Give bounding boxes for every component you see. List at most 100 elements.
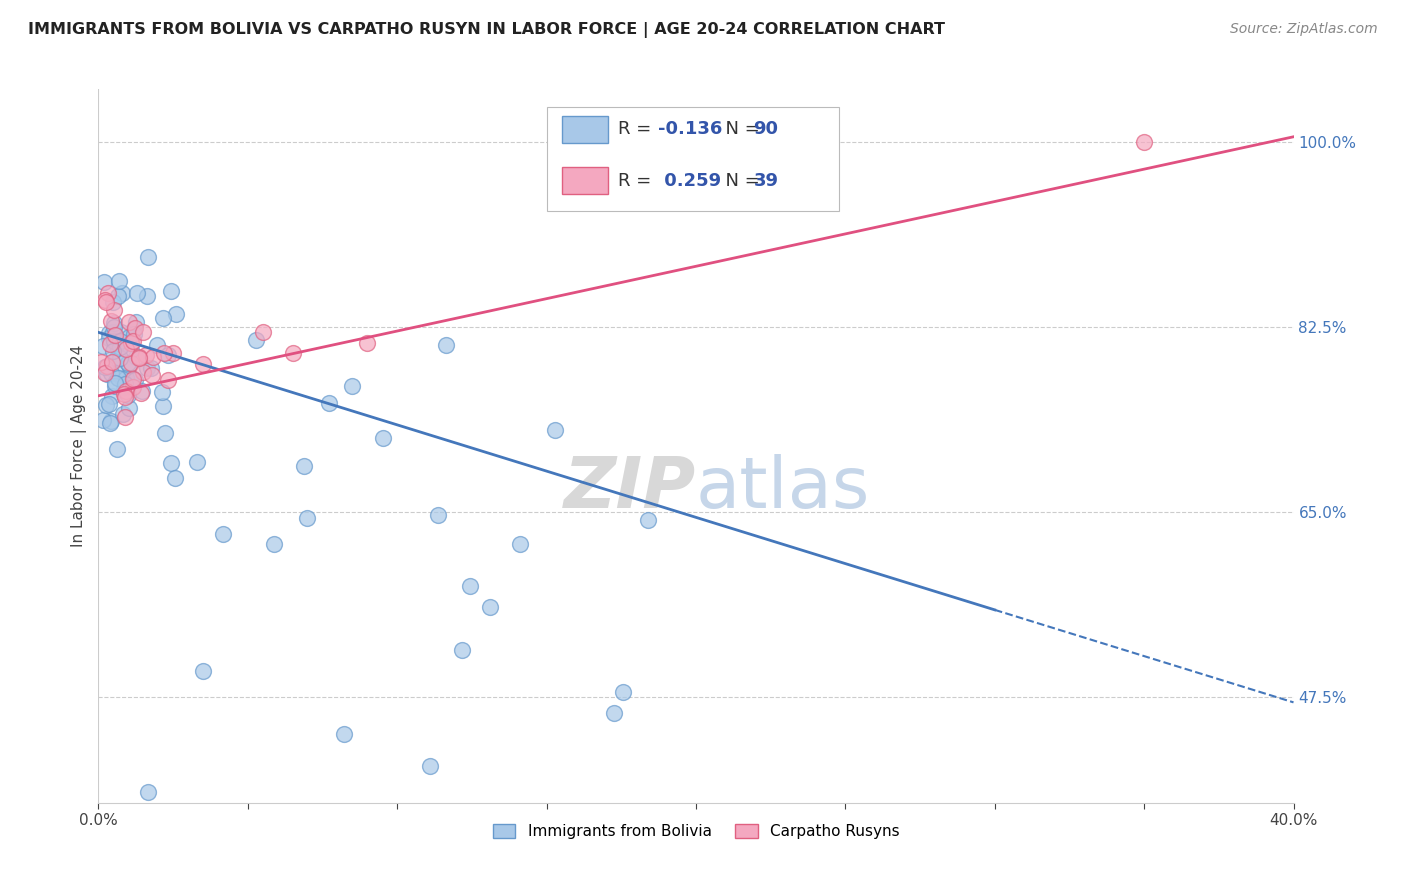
Point xyxy=(135,288,157,302)
Point xyxy=(96,367,118,381)
Point xyxy=(124,322,146,336)
Point xyxy=(94,293,117,307)
Point xyxy=(128,350,150,364)
Point xyxy=(93,276,115,290)
Legend: Immigrants from Bolivia, Carpatho Rusyns: Immigrants from Bolivia, Carpatho Rusyns xyxy=(486,818,905,845)
Point xyxy=(110,325,132,339)
Point xyxy=(612,685,634,699)
Point xyxy=(101,325,124,339)
Point xyxy=(98,336,121,351)
Point xyxy=(90,354,112,368)
Point xyxy=(101,295,124,310)
Point xyxy=(129,386,152,401)
Point xyxy=(93,413,115,427)
Point xyxy=(245,333,267,347)
Point xyxy=(263,537,285,551)
Point xyxy=(128,351,150,365)
Point xyxy=(100,367,122,381)
Point xyxy=(115,371,138,385)
Point xyxy=(104,379,127,393)
Point xyxy=(125,285,148,300)
Point xyxy=(136,250,159,264)
Point xyxy=(108,274,131,288)
Point xyxy=(118,314,141,328)
Point xyxy=(97,397,120,411)
Point xyxy=(152,400,174,414)
Point xyxy=(114,377,136,392)
Point xyxy=(132,326,155,340)
Point xyxy=(120,356,142,370)
Point xyxy=(112,379,135,393)
Text: 90: 90 xyxy=(754,120,779,138)
Point xyxy=(139,360,162,375)
Point xyxy=(114,390,136,404)
Point xyxy=(118,401,141,415)
Point xyxy=(117,356,139,370)
Point xyxy=(138,785,160,799)
Text: 39: 39 xyxy=(754,171,779,189)
Point xyxy=(146,338,169,352)
Point xyxy=(93,359,115,374)
Point xyxy=(136,360,159,375)
Point xyxy=(111,370,134,384)
Point xyxy=(637,513,659,527)
Point xyxy=(450,642,472,657)
Point xyxy=(153,425,176,440)
Point xyxy=(103,334,125,348)
Point xyxy=(543,423,565,437)
Point xyxy=(141,368,163,382)
Point xyxy=(125,350,148,364)
Point xyxy=(191,664,214,678)
Point xyxy=(108,334,131,348)
Point xyxy=(107,289,129,303)
Point xyxy=(94,295,117,310)
Point xyxy=(114,409,136,424)
Point xyxy=(115,384,138,399)
Point xyxy=(156,373,179,387)
Point xyxy=(157,348,180,362)
Point xyxy=(105,442,128,456)
Point xyxy=(419,759,441,773)
Point xyxy=(602,706,624,720)
Point xyxy=(159,285,181,299)
Point xyxy=(103,316,125,330)
Text: N =: N = xyxy=(714,120,765,138)
Point xyxy=(340,379,363,393)
Point xyxy=(135,348,157,362)
Point xyxy=(124,314,146,328)
Point xyxy=(124,373,146,387)
Point xyxy=(212,527,235,541)
Point xyxy=(121,334,143,348)
Point xyxy=(122,380,145,394)
Y-axis label: In Labor Force | Age 20-24: In Labor Force | Age 20-24 xyxy=(72,345,87,547)
Point xyxy=(371,431,394,445)
Point xyxy=(111,285,134,300)
Text: R =: R = xyxy=(619,171,657,189)
Point xyxy=(118,358,141,372)
Point xyxy=(165,307,187,321)
Point xyxy=(103,302,125,317)
Point xyxy=(104,328,127,343)
Point xyxy=(107,371,129,385)
Point xyxy=(121,343,143,357)
Text: Source: ZipAtlas.com: Source: ZipAtlas.com xyxy=(1230,22,1378,37)
Point xyxy=(186,455,208,469)
Point xyxy=(458,579,481,593)
Point xyxy=(318,395,340,409)
Point xyxy=(252,326,274,340)
FancyBboxPatch shape xyxy=(562,116,607,143)
Point xyxy=(108,351,131,365)
Point xyxy=(434,338,457,352)
Point xyxy=(112,407,135,421)
Point xyxy=(121,371,143,385)
Point xyxy=(117,388,139,402)
Text: atlas: atlas xyxy=(696,454,870,524)
Point xyxy=(96,398,118,412)
Point xyxy=(281,346,304,360)
Point xyxy=(292,458,315,473)
Point xyxy=(100,414,122,428)
Point xyxy=(124,320,146,334)
Point xyxy=(152,311,174,326)
Point xyxy=(150,385,173,400)
Point xyxy=(97,285,120,300)
